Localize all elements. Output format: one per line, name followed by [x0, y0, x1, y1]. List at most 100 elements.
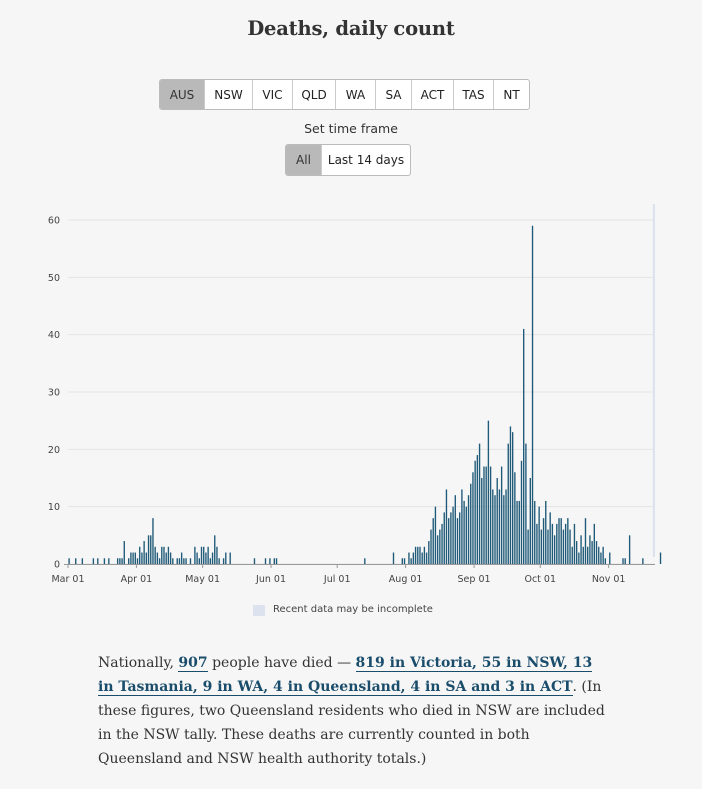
- bar: [580, 535, 582, 564]
- bar: [556, 523, 558, 564]
- bar: [432, 518, 434, 564]
- bar: [434, 506, 437, 564]
- bar: [143, 541, 145, 564]
- bar: [178, 558, 181, 564]
- bar: [602, 546, 604, 564]
- x-tick-label: Mar 01: [51, 574, 84, 585]
- bar: [163, 546, 165, 564]
- bar: [622, 558, 624, 564]
- legend-incomplete-swatch: [253, 605, 265, 616]
- state-selector: AUS NSW VIC QLD WA SA ACT TAS NT: [159, 79, 530, 110]
- bar: [417, 546, 419, 564]
- bar: [441, 523, 443, 564]
- bar: [500, 466, 503, 564]
- time-frame-selector: All Last 14 days: [285, 144, 411, 176]
- bar: [207, 546, 209, 564]
- bar: [578, 552, 580, 564]
- bar: [121, 558, 123, 564]
- bar: [218, 558, 220, 564]
- timeframe-button-all[interactable]: All: [286, 145, 322, 175]
- gridlines: [68, 219, 655, 565]
- bar: [439, 529, 441, 564]
- incomplete-data-band: [652, 204, 655, 557]
- bar: [183, 558, 185, 564]
- total-deaths-link[interactable]: 907: [178, 655, 208, 672]
- summary-text-3: . (In these figures, two Queensland resi…: [98, 679, 605, 767]
- bar: [465, 506, 468, 564]
- bar: [564, 523, 567, 564]
- bar: [229, 552, 231, 564]
- bar: [589, 535, 591, 564]
- bar: [408, 552, 410, 564]
- bar: [150, 535, 152, 564]
- bar: [152, 518, 154, 564]
- bar: [642, 558, 644, 564]
- bar: [123, 541, 125, 564]
- bar: [430, 529, 432, 564]
- bar: [529, 478, 532, 564]
- bar: [549, 512, 551, 564]
- bar: [520, 460, 523, 564]
- state-button-act[interactable]: ACT: [412, 80, 454, 109]
- y-tick-label: 0: [54, 560, 60, 571]
- x-axis: Mar 01 Apr 01 May 01 Jun 01 Jul 01 Aug 01 Sep …: [51, 564, 655, 585]
- bar: [587, 546, 589, 564]
- bar: [136, 558, 139, 564]
- bar: [156, 552, 159, 564]
- bar: [600, 552, 602, 564]
- bar: [505, 489, 507, 564]
- x-tick-label: Aug 01: [389, 574, 423, 585]
- bar: [419, 546, 421, 564]
- bar: [476, 455, 479, 564]
- bar: [132, 552, 134, 564]
- state-button-nt[interactable]: NT: [503, 87, 520, 102]
- bar: [503, 495, 505, 564]
- bar: [145, 552, 148, 564]
- bar: [562, 529, 565, 564]
- bar: [542, 518, 545, 564]
- bar: [216, 546, 218, 564]
- bar: [604, 558, 607, 564]
- state-button-wa[interactable]: WA: [336, 80, 376, 109]
- state-button-qld[interactable]: QLD: [293, 80, 336, 109]
- bar: [180, 552, 183, 564]
- time-frame-label: Set time frame: [304, 121, 398, 136]
- y-tick-label: 50: [48, 273, 60, 284]
- state-button-nsw[interactable]: NSW: [205, 80, 253, 109]
- bar: [496, 478, 498, 564]
- bar: [176, 558, 178, 564]
- bar: [591, 541, 593, 564]
- bar: [205, 552, 207, 564]
- bar: [487, 420, 490, 564]
- bar: [436, 535, 439, 564]
- bar: [75, 558, 77, 564]
- y-axis: 0 10 20 30 40 50 60: [48, 216, 60, 571]
- bar: [119, 558, 121, 564]
- timeframe-button-last-14-days[interactable]: Last 14 days: [327, 153, 405, 167]
- bar: [225, 552, 227, 564]
- bar: [128, 558, 130, 564]
- bar: [609, 552, 611, 564]
- bar: [523, 328, 525, 564]
- state-button-aus[interactable]: AUS: [160, 80, 205, 109]
- state-breakdown-link[interactable]: 819 in Victoria, 55 in NSW, 13 in Tasman…: [98, 655, 593, 696]
- x-tick-label: Sep 01: [458, 574, 491, 585]
- bar: [567, 518, 569, 564]
- bar: [492, 489, 494, 564]
- state-button-sa[interactable]: SA: [376, 80, 412, 109]
- bar: [571, 546, 573, 564]
- x-tick-label: Nov 01: [592, 574, 626, 585]
- bar: [553, 535, 556, 564]
- state-button-tas[interactable]: TAS: [454, 80, 494, 109]
- deaths-bar-chart: 0 10 20 30 40 50 60 Mar 01 Apr 01 May 01 Jun 01 Ju…: [48, 204, 662, 585]
- bar: [456, 518, 459, 564]
- bar: [558, 518, 560, 564]
- bar: [485, 466, 487, 564]
- bar: [139, 546, 141, 564]
- bar: [511, 432, 514, 564]
- bar: [540, 529, 543, 564]
- bar: [551, 523, 554, 564]
- bar: [516, 500, 518, 564]
- state-button-vic[interactable]: VIC: [253, 80, 293, 109]
- bar: [161, 546, 163, 564]
